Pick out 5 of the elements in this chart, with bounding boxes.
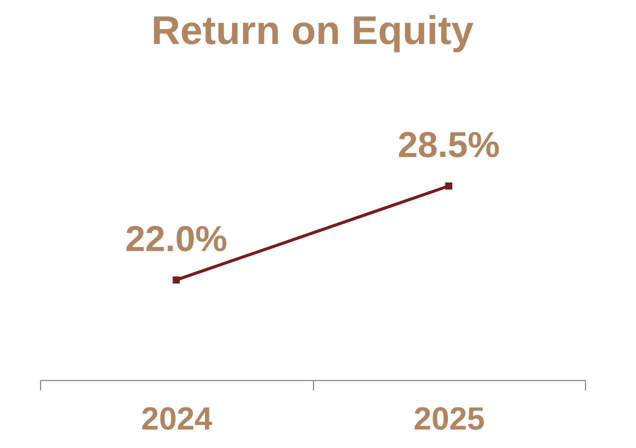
- data-label: 28.5%: [398, 124, 500, 165]
- x-tick-label: 2024: [141, 400, 213, 436]
- data-label: 22.0%: [125, 218, 228, 259]
- x-tick-label: 2025: [414, 400, 485, 436]
- chart-title: Return on Equity: [151, 9, 474, 53]
